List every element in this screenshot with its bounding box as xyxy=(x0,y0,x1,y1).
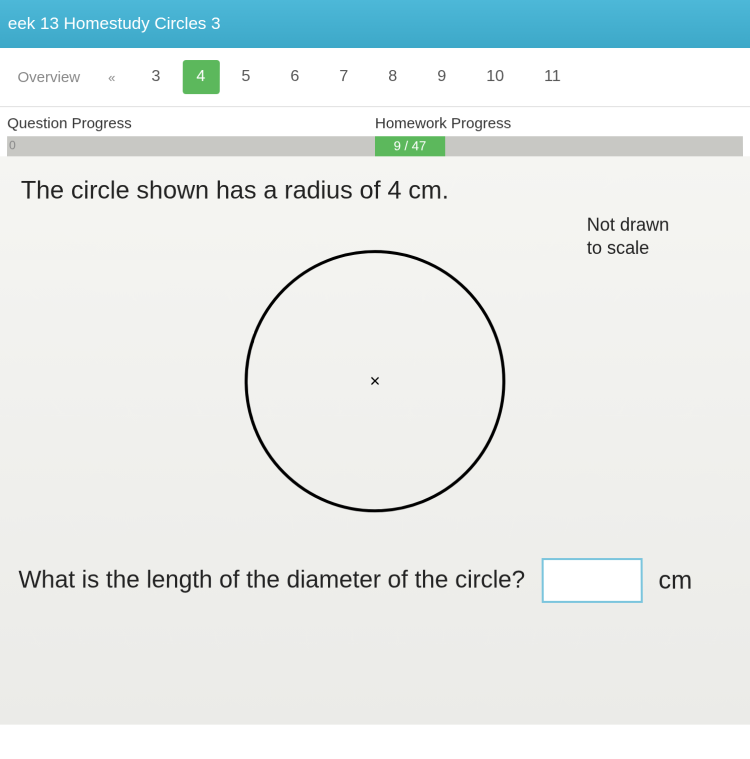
answer-prompt: What is the length of the diameter of th… xyxy=(18,566,525,595)
question-progress-value: 0 xyxy=(9,138,16,152)
scale-note-line1: Not drawn xyxy=(587,215,669,235)
answer-row: What is the length of the diameter of th… xyxy=(18,558,731,603)
nav-question-8[interactable]: 8 xyxy=(370,60,415,94)
progress-row: Question Progress 0 Homework Progress 9 … xyxy=(0,107,750,156)
homework-progress-bar: 9 / 47 xyxy=(375,136,743,156)
app-screen: eek 13 Homestudy Circles 3 Overview « 3 … xyxy=(0,0,750,759)
nav-question-7[interactable]: 7 xyxy=(321,60,366,94)
nav-question-4[interactable]: 4 xyxy=(182,60,219,94)
question-text: The circle shown has a radius of 4 cm. xyxy=(21,176,730,205)
question-progress-section: Question Progress 0 xyxy=(7,111,375,156)
header-bar: eek 13 Homestudy Circles 3 xyxy=(0,0,750,48)
answer-input[interactable] xyxy=(541,558,642,603)
center-mark: × xyxy=(370,371,381,391)
scale-note-line2: to scale xyxy=(587,238,649,258)
nav-question-9[interactable]: 9 xyxy=(419,60,464,94)
nav-question-10[interactable]: 10 xyxy=(468,60,522,94)
nav-question-5[interactable]: 5 xyxy=(223,60,268,94)
answer-unit: cm xyxy=(658,566,692,596)
homework-progress-label: Homework Progress xyxy=(375,111,743,136)
nav-question-11[interactable]: 11 xyxy=(526,60,579,94)
homework-progress-section: Homework Progress 9 / 47 xyxy=(375,111,743,156)
question-nav: Overview « 3 4 5 6 7 8 9 10 11 xyxy=(0,48,750,107)
question-progress-bar: 0 xyxy=(7,136,375,156)
scale-note: Not drawn to scale xyxy=(587,214,670,261)
nav-prev-button[interactable]: « xyxy=(94,62,129,93)
diagram-area: Not drawn to scale × xyxy=(19,214,732,538)
overview-tab[interactable]: Overview xyxy=(7,61,90,94)
homework-progress-fill: 9 / 47 xyxy=(375,136,445,156)
nav-question-3[interactable]: 3 xyxy=(133,60,178,94)
assignment-title: eek 13 Homestudy Circles 3 xyxy=(8,14,221,33)
question-content: The circle shown has a radius of 4 cm. N… xyxy=(0,156,750,724)
question-progress-label: Question Progress xyxy=(7,111,375,136)
nav-question-6[interactable]: 6 xyxy=(272,60,317,94)
circle-diagram: × xyxy=(234,239,517,523)
